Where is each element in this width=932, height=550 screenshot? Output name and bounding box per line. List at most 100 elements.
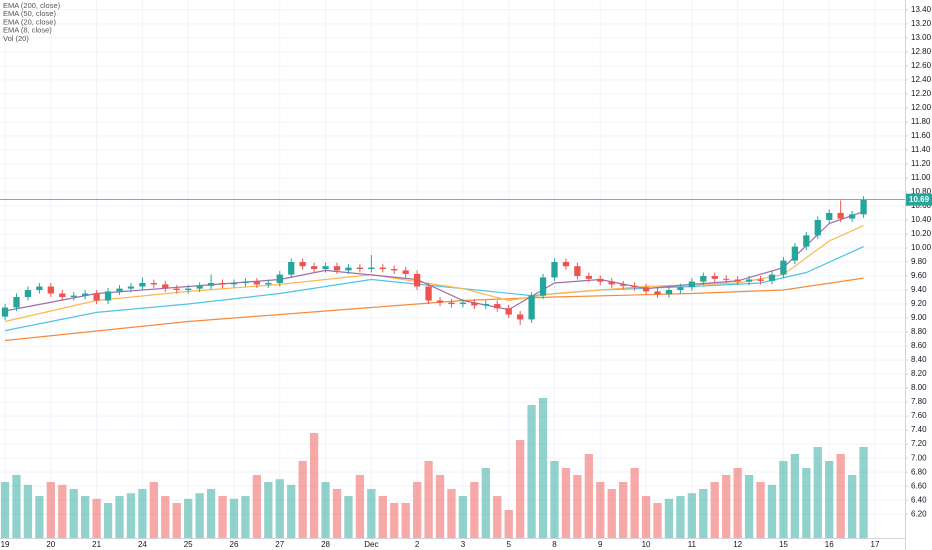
x-tick-label: 8	[552, 540, 557, 549]
candle-body	[425, 286, 432, 301]
candle-body	[711, 276, 718, 279]
candle-body	[654, 291, 661, 295]
y-tick-label: 8.40	[911, 355, 927, 364]
volume-bar	[744, 475, 754, 538]
candle-body	[791, 246, 799, 261]
volume-bar	[378, 496, 387, 538]
y-tick-label: 9.80	[911, 257, 927, 266]
volume-bar	[206, 489, 216, 538]
candle-body	[700, 276, 707, 282]
volume-bar	[699, 489, 708, 538]
ema-line	[4, 246, 864, 332]
candle-body	[127, 286, 135, 289]
candle-body	[36, 286, 43, 291]
x-tick-label: 27	[275, 540, 284, 549]
candle-body	[597, 278, 604, 282]
candle-body	[574, 266, 581, 277]
volume-bar	[527, 405, 536, 538]
y-tick-label: 8.60	[911, 341, 927, 350]
volume-bar	[664, 498, 674, 538]
candle-body	[173, 288, 180, 291]
y-tick-label: 7.40	[911, 425, 927, 434]
y-tick-label: 13.20	[911, 19, 932, 28]
volume-bar	[115, 496, 124, 538]
candle-body	[826, 212, 833, 220]
legend-entry: EMA (8, close)	[3, 26, 52, 35]
candles	[1, 196, 867, 326]
volume-bar	[458, 496, 468, 538]
candle-body	[322, 266, 329, 269]
y-tick-label: 9.00	[911, 313, 927, 322]
x-tick-label: 25	[184, 540, 193, 549]
candle-body	[310, 266, 318, 269]
volume-bar	[447, 489, 456, 538]
x-tick-label: Dec	[364, 540, 378, 549]
volume-bar	[241, 496, 250, 538]
volume-bar	[584, 454, 593, 538]
candle-body	[562, 261, 570, 267]
x-tick-label: 11	[688, 540, 697, 549]
legend-entry: EMA (20, close)	[3, 17, 56, 26]
volume-bar	[859, 447, 868, 538]
candle-body	[677, 287, 684, 291]
candle-body	[207, 283, 215, 286]
volume-bar	[46, 482, 55, 538]
x-tick-label: 19	[1, 540, 10, 549]
y-tick-label: 7.00	[911, 453, 927, 462]
volume-bar	[81, 496, 90, 538]
y-tick-label: 6.80	[911, 467, 927, 476]
candle-body	[459, 302, 467, 305]
volume-bar	[790, 454, 800, 538]
candle-body	[768, 274, 776, 281]
volume-bar	[435, 475, 445, 538]
candle-body	[837, 212, 844, 219]
volume-bar	[813, 447, 822, 538]
candle-body	[402, 270, 409, 274]
candle-body	[620, 284, 627, 286]
y-tick-label: 13.40	[911, 5, 932, 14]
legend: EMA (200, close)EMA (50, close)EMA (20, …	[3, 1, 61, 43]
y-tick-label: 11.40	[911, 145, 931, 154]
y-tick-label: 12.00	[911, 103, 932, 112]
candle-body	[551, 261, 558, 278]
volume-bar	[252, 475, 262, 538]
x-tick-label: 28	[321, 540, 330, 549]
volume-bar	[493, 496, 502, 538]
volume-bar	[619, 482, 628, 538]
legend-entry: EMA (50, close)	[3, 9, 56, 18]
volume-bar	[390, 503, 399, 538]
volume-bar	[710, 482, 719, 538]
candle-body	[734, 279, 741, 282]
volume-bar	[802, 468, 811, 538]
candle-body	[1, 307, 9, 317]
candle-body	[528, 295, 535, 320]
candle-body	[333, 266, 341, 271]
candle-body	[47, 286, 54, 294]
candle-body	[780, 260, 787, 275]
candle-body	[116, 288, 123, 292]
candle-body	[219, 283, 226, 285]
y-tick-label: 6.20	[911, 509, 927, 518]
candle-body	[448, 302, 455, 305]
y-tick-label: 12.20	[911, 89, 932, 98]
x-tick-label: 20	[46, 540, 55, 549]
volume-bar	[481, 468, 490, 538]
volume-bar	[264, 482, 273, 538]
candle-body	[104, 291, 112, 301]
x-tick-label: 5	[506, 540, 511, 549]
candle-body	[471, 302, 478, 306]
volume-bar	[573, 475, 582, 538]
x-tick-label: 2	[415, 540, 420, 549]
volume-bar	[161, 496, 170, 538]
volume-bar	[103, 503, 113, 538]
volume-bar	[504, 510, 513, 538]
volume	[0, 398, 868, 538]
legend-entry: EMA (200, close)	[3, 1, 61, 10]
y-tick-label: 9.40	[911, 285, 927, 294]
x-tick-label: 17	[871, 540, 880, 549]
volume-bar	[756, 482, 765, 538]
y-tick-label: 10.00	[911, 243, 932, 252]
x-tick-label: 15	[779, 540, 788, 549]
y-tick-label: 6.40	[911, 495, 927, 504]
candle-body	[150, 283, 157, 285]
